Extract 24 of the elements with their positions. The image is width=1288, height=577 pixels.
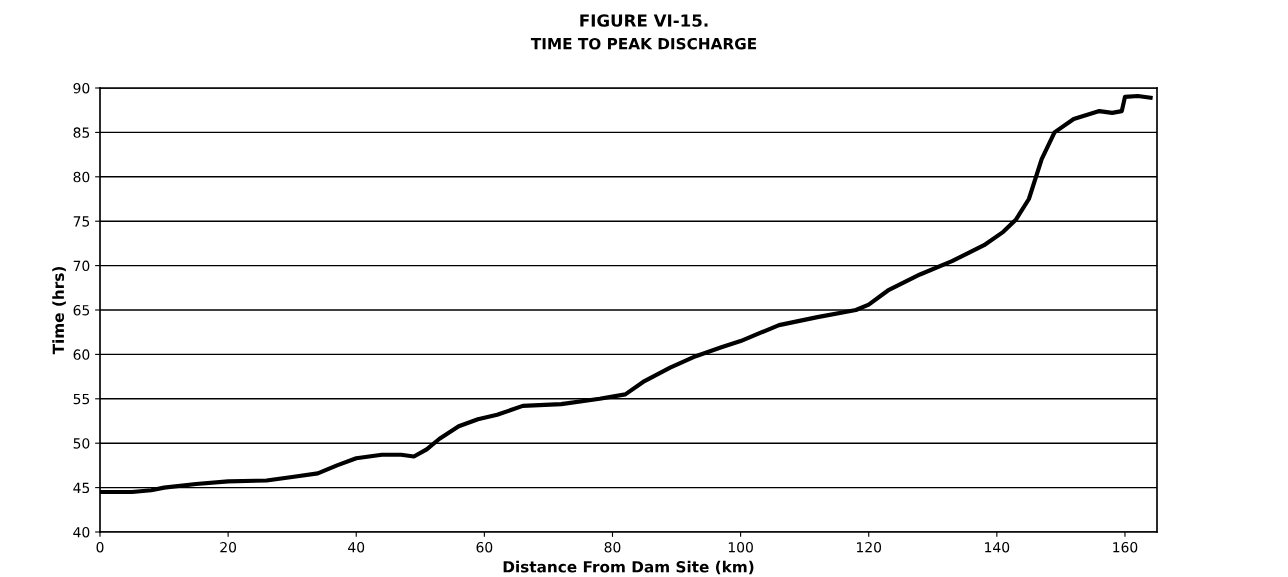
x-tick-label: 120 — [857, 541, 882, 553]
y-tick-label: 65 — [73, 304, 90, 316]
chart-title: FIGURE VI-15. — [580, 14, 708, 27]
x-tick-label: 160 — [1113, 541, 1138, 553]
x-axis-title: Distance From Dam Site (km) — [503, 560, 754, 575]
x-tick-label: 0 — [96, 541, 104, 553]
x-tick-label: 80 — [604, 541, 621, 553]
x-tick-label: 100 — [728, 541, 753, 553]
y-tick-label: 90 — [73, 82, 90, 94]
y-tick-label: 85 — [73, 127, 90, 138]
chart-subtitle: TIME TO PEAK DISCHARGE — [530, 37, 757, 50]
x-tick-label: 20 — [220, 541, 237, 553]
y-tick-label: 75 — [73, 216, 90, 227]
x-tick-label: 140 — [985, 541, 1010, 553]
y-tick-label: 60 — [73, 349, 90, 360]
y-tick-label: 55 — [73, 393, 90, 405]
x-tick-label: 40 — [348, 541, 365, 553]
x-tick-label: 60 — [476, 541, 493, 553]
y-tick-label: 45 — [73, 482, 90, 494]
y-tick-label: 40 — [73, 526, 90, 538]
y-axis-title: Time (hrs) — [52, 266, 66, 355]
y-tick-label: 70 — [73, 260, 90, 272]
y-tick-label: 50 — [73, 438, 90, 449]
y-tick-label: 80 — [73, 171, 90, 183]
